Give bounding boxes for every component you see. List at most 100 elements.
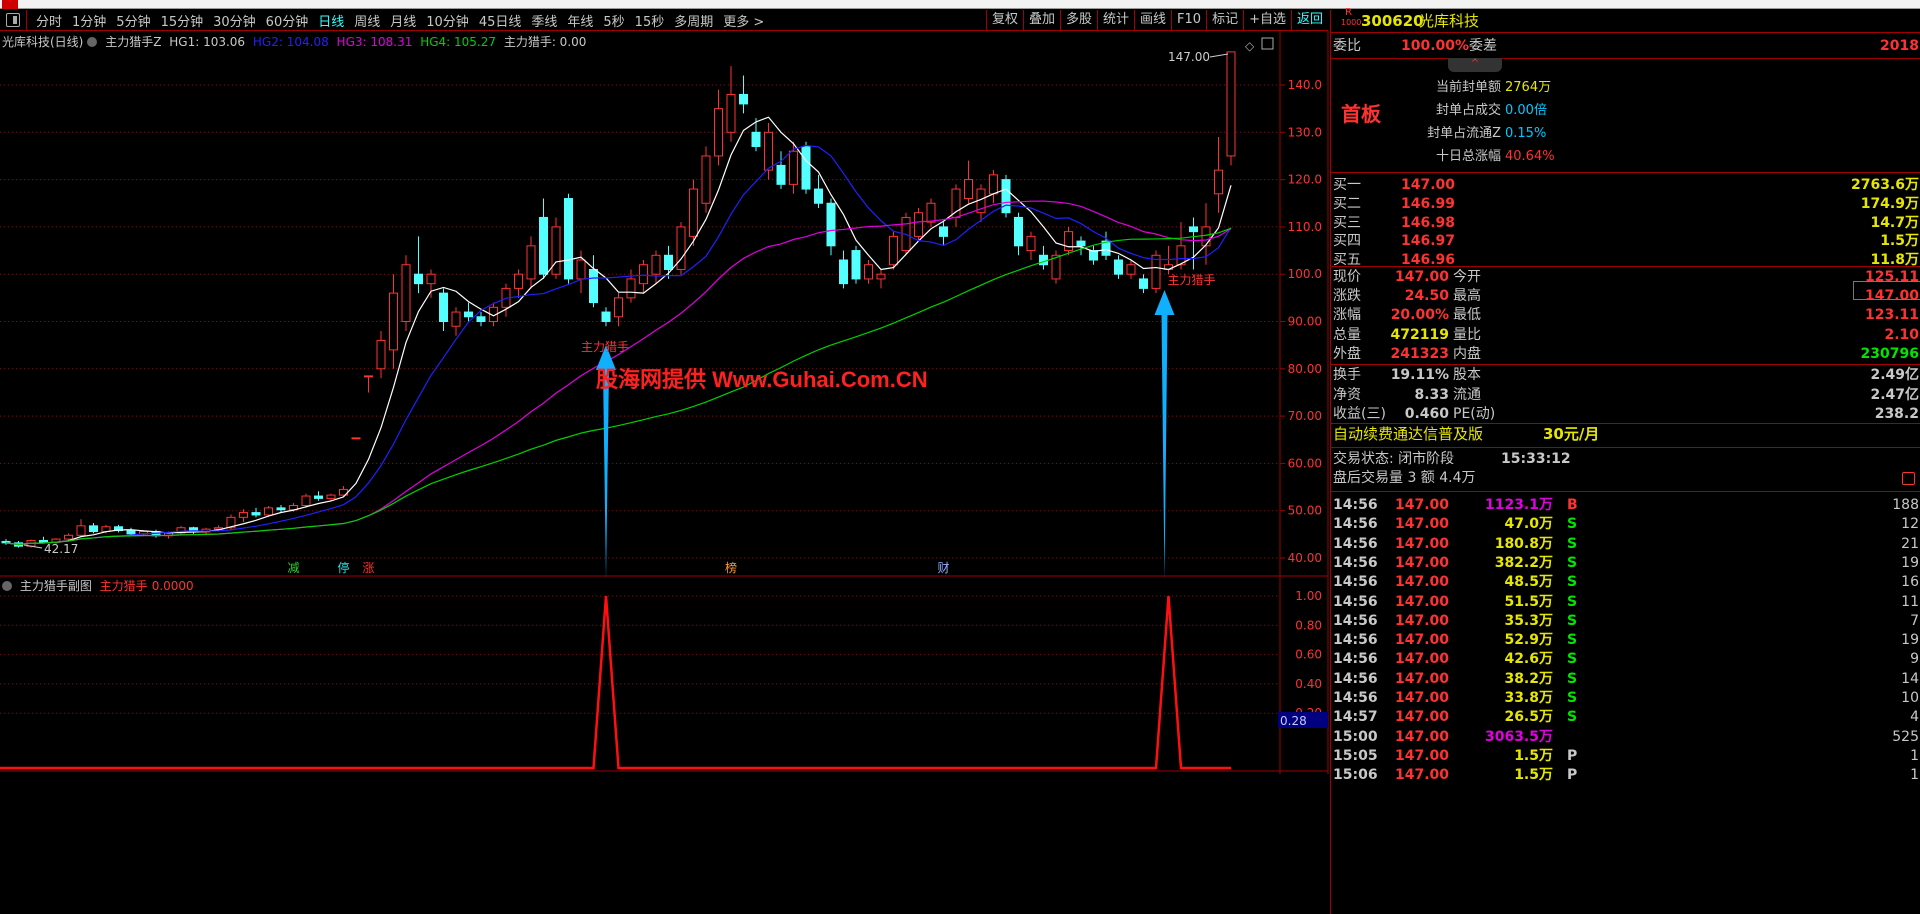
bar-chart-icon[interactable] [1902, 472, 1915, 485]
fund-value: 19.11% [1390, 367, 1449, 383]
candle [989, 170, 998, 204]
candle [939, 222, 948, 246]
candle [439, 288, 448, 331]
toolbar-button[interactable]: 多股 [1059, 10, 1097, 31]
trade-status-time: 15:33:12 [1501, 451, 1571, 467]
period-tab[interactable]: 更多 > [723, 14, 765, 30]
tick-time: 15:00 [1333, 728, 1378, 745]
tick-count: 4 [1910, 709, 1919, 726]
period-tab[interactable]: 5秒 [603, 14, 625, 30]
bid-price: 146.97 [1401, 233, 1456, 250]
candle [626, 269, 636, 303]
period-tab[interactable]: 60分钟 [265, 14, 309, 30]
toolbar-button[interactable]: 叠加 [1022, 10, 1060, 31]
price-tick-label: 120.0 [1288, 173, 1322, 187]
candle-body [1051, 254, 1061, 280]
tick-volume: 1123.1万 [1484, 497, 1553, 513]
quote-label: 现价 [1333, 269, 1361, 285]
indicator-name[interactable]: 主力猎手Z [105, 35, 162, 49]
toolbar-button[interactable]: 复权 [985, 10, 1023, 31]
kline-chart[interactable]: 140.0 130.0 120.0 110.0 100.0 90.00 80.00 70.00… [0, 30, 1329, 774]
candle [714, 89, 723, 166]
candle [864, 260, 873, 284]
promo-text[interactable]: 自动续费通达信普及版 [1333, 425, 1484, 443]
hg1-value: HG1: 103.06 [169, 35, 246, 49]
quote-row: 涨跌 24.50 最高 147.00 [1331, 287, 1920, 306]
toolbar-button[interactable]: 返回 [1290, 10, 1328, 31]
event-marker[interactable]: 停 [338, 560, 350, 575]
candle [251, 507, 261, 518]
period-tab[interactable]: 月线 [390, 14, 417, 30]
period-tab[interactable]: 分时 [36, 14, 63, 30]
period-tab[interactable]: 10分钟 [426, 14, 469, 30]
sub-indicator-settings-icon[interactable] [2, 581, 12, 591]
candle [339, 486, 348, 497]
toolbar-button[interactable]: 统计 [1097, 10, 1134, 31]
period-tab[interactable]: 15秒 [634, 14, 665, 30]
period-tab[interactable]: 5分钟 [116, 14, 151, 30]
cursor-value: 0.28 [1280, 714, 1307, 728]
collapse-button[interactable]: ^ [1448, 58, 1502, 72]
tick-count: 10 [1901, 690, 1919, 706]
period-tab[interactable]: 季线 [531, 14, 558, 30]
candle-body [1064, 231, 1073, 252]
period-tab[interactable]: 多周期 [674, 14, 714, 30]
quote-label: 今开 [1453, 269, 1481, 285]
toolbar-button[interactable]: +自选 [1243, 10, 1291, 31]
period-tab[interactable]: 45日线 [478, 14, 522, 30]
toolbar-button[interactable]: 画线 [1134, 10, 1171, 31]
period-tab[interactable]: 日线 [318, 14, 345, 30]
tick-volume: 1.5万 [1514, 747, 1553, 764]
sub-indicator-name[interactable]: 主力猎手副图 [19, 579, 92, 593]
bid-price: 146.99 [1401, 195, 1456, 212]
tick-price: 147.00 [1394, 497, 1449, 513]
period-tab[interactable]: 年线 [567, 14, 594, 30]
candle-body [1214, 169, 1223, 195]
candle-body [989, 174, 998, 195]
pane-toggle-icon[interactable] [1261, 37, 1274, 50]
period-tab[interactable]: 30分钟 [213, 14, 256, 30]
board-label: 首板 [1341, 102, 1381, 126]
candle [451, 307, 461, 336]
price-tick-label: 130.0 [1288, 125, 1322, 139]
candle-body [276, 507, 286, 511]
period-tab[interactable]: 15分钟 [160, 14, 204, 30]
candle-body [676, 226, 686, 270]
quote-value: 147.00 [1394, 269, 1449, 285]
toolbar-button[interactable]: F10 [1171, 10, 1206, 31]
fund-label: 净资 [1333, 386, 1361, 403]
quote-value: 241323 [1390, 345, 1449, 362]
bid-price: 146.98 [1401, 214, 1456, 231]
candle-body [126, 530, 136, 535]
toolbar-button[interactable]: 标记 [1206, 10, 1243, 31]
event-marker[interactable]: 榜 [725, 560, 737, 575]
quote-value: 147.00 [1864, 288, 1919, 305]
promo-price[interactable]: 30元/月 [1543, 425, 1600, 443]
quote-row: 涨幅 20.00% 最低 123.11 [1331, 306, 1920, 325]
app-logo [2, 0, 18, 9]
candle [976, 184, 986, 223]
signal-label: 主力猎手 [1168, 273, 1216, 287]
candle-body [751, 131, 761, 147]
tick-count: 188 [1892, 497, 1919, 513]
candle-body [1176, 245, 1186, 266]
indicator-settings-icon[interactable] [87, 37, 98, 47]
event-marker[interactable]: 财 [938, 561, 950, 575]
tick-count: 11 [1901, 593, 1919, 610]
period-tab[interactable]: 周线 [354, 14, 381, 30]
layout-toggle-icon[interactable] [6, 13, 20, 27]
period-tab[interactable]: 1分钟 [72, 14, 107, 30]
event-marker[interactable]: 减 [288, 561, 300, 575]
event-marker[interactable]: 涨 [363, 560, 375, 575]
sub-series-value: 0.0000 [151, 579, 194, 593]
bid-label: 买二 [1333, 195, 1361, 212]
tick-row: 14:56 147.00 180.8万 S 21 [1331, 535, 1920, 554]
tick-time: 14:56 [1333, 516, 1378, 533]
candle-body [1226, 51, 1236, 157]
diamond-icon[interactable]: ◇ [1245, 39, 1255, 53]
tick-time: 14:57 [1333, 709, 1378, 726]
candle [889, 231, 898, 270]
bid-label: 买五 [1333, 252, 1361, 269]
candle-body [1126, 264, 1136, 275]
candle-body [76, 525, 86, 536]
